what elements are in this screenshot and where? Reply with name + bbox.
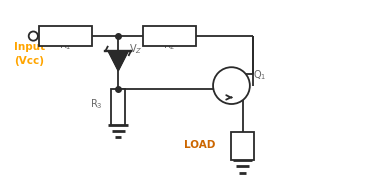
- Text: R$_1$: R$_1$: [59, 38, 71, 52]
- Circle shape: [29, 32, 38, 41]
- Text: (Vcc): (Vcc): [14, 56, 44, 66]
- Text: V$_Z$: V$_Z$: [129, 42, 143, 56]
- Circle shape: [213, 67, 250, 104]
- Polygon shape: [108, 51, 128, 70]
- Bar: [143, 26, 196, 46]
- Text: LOAD: LOAD: [184, 140, 215, 150]
- Bar: [39, 26, 92, 46]
- Text: R$_2$: R$_2$: [163, 38, 176, 52]
- Bar: [111, 89, 125, 124]
- Text: Q$_1$: Q$_1$: [253, 69, 266, 82]
- Text: Input: Input: [14, 42, 45, 52]
- Text: R$_3$: R$_3$: [90, 97, 102, 111]
- Bar: [231, 132, 254, 160]
